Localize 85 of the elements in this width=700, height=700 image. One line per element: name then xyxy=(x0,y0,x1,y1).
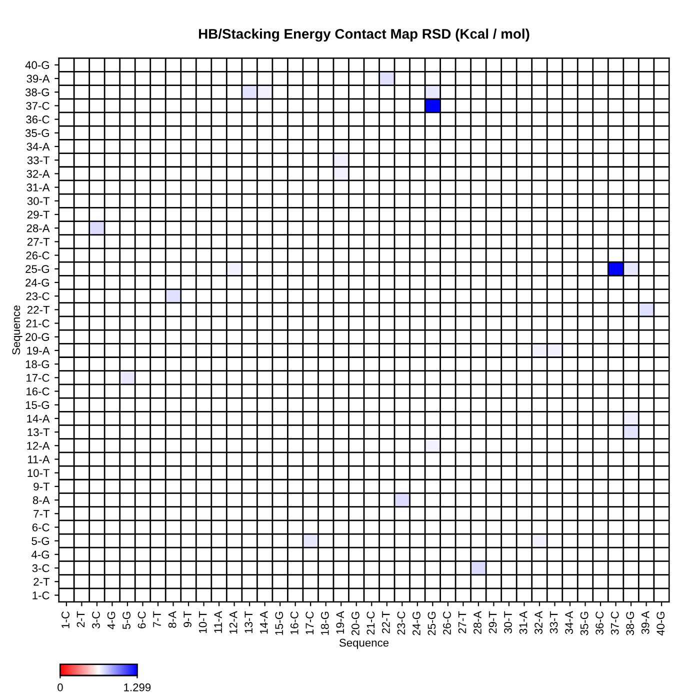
y-tick-label: 40-G xyxy=(25,61,49,70)
y-tick-label: 18-G xyxy=(26,360,49,368)
y-tick-label: 30-T xyxy=(27,197,50,206)
x-tick-label: 18-G xyxy=(320,612,329,635)
y-tick-label: 31-A xyxy=(26,184,50,192)
x-tick-label: 24-G xyxy=(412,612,420,636)
x-axis-title: Sequence xyxy=(339,638,389,649)
y-tick-label: 3-C xyxy=(32,564,50,572)
y-tick-label: 1-C xyxy=(32,591,50,600)
x-tick-label: 23-C xyxy=(397,611,406,635)
x-tick-label: 27-T xyxy=(458,611,466,634)
y-tick-label: 8-A xyxy=(32,496,50,504)
y-tick-label: 10-T xyxy=(28,469,50,477)
y-tick-label: 26-C xyxy=(26,252,50,260)
y-tick-label: 33-T xyxy=(27,156,50,164)
y-tick-label: 32-A xyxy=(26,170,50,178)
y-tick-label: 36-C xyxy=(26,116,50,124)
x-tick-label: 6-C xyxy=(138,611,146,628)
y-tick-label: 15-G xyxy=(26,401,49,409)
x-tick-label: 38-G xyxy=(626,612,634,636)
x-tick-label: 4-G xyxy=(107,612,116,630)
x-tick-label: 9-T xyxy=(184,611,192,628)
color-bar-label: 1.299 xyxy=(124,683,151,692)
x-tick-label: 14-A xyxy=(260,611,268,634)
x-tick-label: 40-G xyxy=(656,612,665,636)
y-tick-label: 11-A xyxy=(28,456,50,464)
x-tick-label: 26-C xyxy=(443,611,451,635)
y-tick-label: 19-A xyxy=(27,346,50,355)
y-tick-label: 23-C xyxy=(26,292,50,300)
y-tick-label: 6-C xyxy=(32,523,50,532)
x-tick-label: 2-T xyxy=(76,611,85,628)
x-tick-label: 32-A xyxy=(534,611,542,634)
y-tick-label: 9-T xyxy=(34,482,50,491)
x-tick-label: 12-A xyxy=(229,611,238,634)
x-tick-label: 37-C xyxy=(610,611,619,635)
x-tick-label: 39-A xyxy=(641,611,650,634)
y-tick-label: 34-A xyxy=(26,142,50,151)
y-tick-label: 28-A xyxy=(26,224,50,232)
y-tick-label: 37-C xyxy=(26,102,50,110)
y-tick-label: 16-C xyxy=(26,388,50,396)
x-tick-label: 21-C xyxy=(366,611,375,635)
y-tick-label: 24-G xyxy=(26,278,49,287)
x-tick-label: 36-C xyxy=(596,611,604,635)
y-tick-label: 17-C xyxy=(26,374,50,382)
x-tick-label: 13-T xyxy=(244,611,253,634)
x-tick-label: 5-G xyxy=(122,612,130,630)
y-tick-label: 14-A xyxy=(27,414,50,422)
x-tick-label: 19-A xyxy=(336,611,344,634)
x-tick-label: 28-A xyxy=(474,611,482,634)
x-tick-label: 11-A xyxy=(214,611,222,633)
x-tick-label: 30-T xyxy=(504,611,512,634)
y-tick-label: 27-T xyxy=(27,238,50,246)
x-tick-label: 33-T xyxy=(550,611,558,634)
y-tick-label: 35-G xyxy=(25,129,49,138)
chart-title: HB/Stacking Energy Contact Map RSD (Kcal / mol) xyxy=(199,28,530,42)
y-tick-label: 25-G xyxy=(26,265,49,273)
x-tick-label: 25-G xyxy=(428,612,436,636)
y-tick-label: 20-G xyxy=(26,333,49,341)
x-tick-label: 7-T xyxy=(153,611,161,628)
y-axis-title: Sequence xyxy=(12,306,22,355)
y-tick-label: 13-T xyxy=(28,428,50,436)
y-tick-label: 39-A xyxy=(26,74,50,83)
y-tick-label: 5-G xyxy=(32,537,49,545)
x-tick-label: 34-A xyxy=(565,611,573,634)
y-tick-label: 4-G xyxy=(32,550,49,559)
y-tick-label: 21-C xyxy=(26,320,50,328)
color-bar-label: 0 xyxy=(58,683,63,692)
x-tick-label: 17-C xyxy=(306,611,314,634)
x-tick-label: 29-T xyxy=(488,611,497,634)
y-tick-label: 7-T xyxy=(34,510,50,518)
y-tick-label: 29-T xyxy=(27,210,50,219)
x-tick-label: 15-G xyxy=(275,612,284,635)
x-tick-label: 35-G xyxy=(580,612,588,636)
y-tick-label: 12-A xyxy=(27,442,50,450)
y-tick-label: 22-T xyxy=(27,306,50,314)
y-tick-label: 38-G xyxy=(25,88,49,96)
y-tick-label: 2-T xyxy=(34,578,50,586)
x-tick-label: 10-T xyxy=(198,611,207,634)
x-tick-label: 31-A xyxy=(519,611,528,634)
x-tick-label: 20-G xyxy=(351,612,360,636)
x-tick-label: 22-T xyxy=(382,611,390,634)
x-tick-label: 3-C xyxy=(92,611,100,629)
x-tick-label: 16-C xyxy=(290,611,298,634)
x-tick-label: 1-C xyxy=(62,611,70,628)
x-tick-label: 8-A xyxy=(168,611,176,628)
